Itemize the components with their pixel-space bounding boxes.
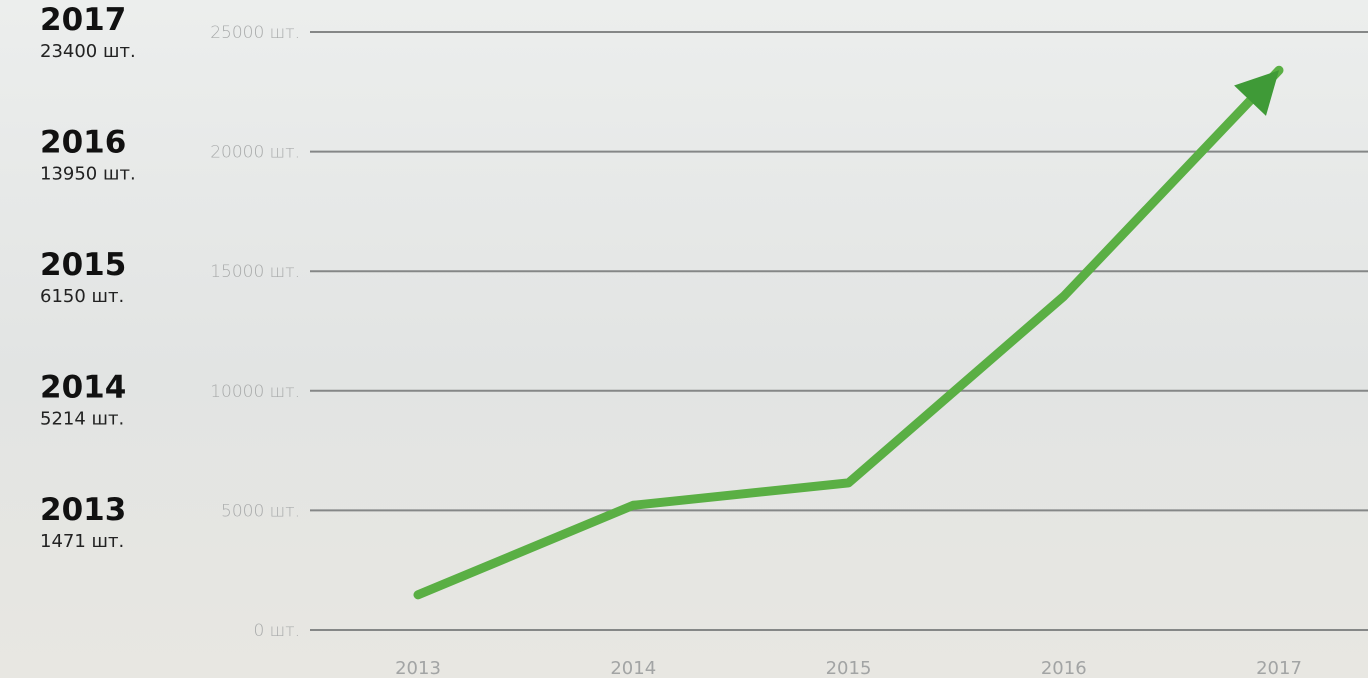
x-tick-label: 2015 — [826, 658, 872, 678]
y-tick-label: 20000 шт. — [210, 143, 300, 163]
legend-year: 2015 — [40, 247, 126, 283]
legend-year: 2013 — [40, 492, 126, 528]
legend-value: 1471 шт. — [40, 531, 124, 552]
legend-year: 2014 — [40, 370, 126, 406]
y-tick-label: 0 шт. — [253, 621, 300, 641]
legend-value: 13950 шт. — [40, 164, 136, 185]
y-tick-label: 5000 шт. — [221, 501, 300, 521]
x-tick-label: 2016 — [1041, 658, 1087, 678]
legend-value: 6150 шт. — [40, 286, 124, 307]
y-tick-label: 25000 шт. — [210, 23, 300, 43]
legend-value: 5214 шт. — [40, 409, 124, 430]
legend-value: 23400 шт. — [40, 41, 136, 62]
legend-year: 2017 — [40, 2, 126, 38]
x-tick-label: 2017 — [1256, 658, 1302, 678]
legend-year: 2016 — [40, 125, 126, 161]
data-line — [418, 70, 1279, 595]
page: 0 шт. 5000 шт. 10000 шт. 15000 шт. 20000 шт.… — [0, 0, 1368, 678]
chart: 0 шт. 5000 шт. 10000 шт. 15000 шт. 20000 шт.… — [0, 0, 1368, 678]
y-tick-label: 15000 шт. — [210, 262, 300, 282]
x-tick-label: 2013 — [395, 658, 441, 678]
y-tick-label: 10000 шт. — [210, 382, 300, 402]
x-tick-label: 2014 — [610, 658, 656, 678]
